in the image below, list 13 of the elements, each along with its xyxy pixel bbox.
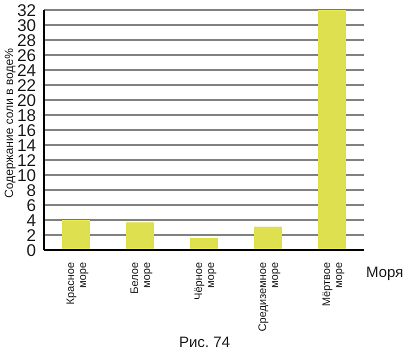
x-tick-label: Мёртвое море [321, 262, 345, 306]
bar [318, 10, 346, 250]
text: Рис. 74 [178, 334, 231, 351]
x-axis-title: Моря [366, 264, 404, 281]
bar [190, 238, 218, 250]
x-tick-label: Чёрное море [193, 262, 217, 300]
bar [126, 222, 154, 250]
x-tick-label: Красное море [65, 262, 89, 304]
bar [62, 220, 90, 250]
y-axis-title: Содержание соли в воде% [2, 48, 16, 198]
x-tick-label: Средиземное море [257, 262, 281, 332]
x-tick-label: Белое море [129, 262, 153, 294]
bar [254, 226, 282, 250]
